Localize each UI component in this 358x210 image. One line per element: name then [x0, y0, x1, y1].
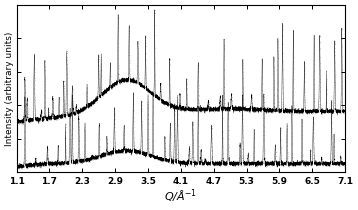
X-axis label: $Q$/Å$^{-1}$: $Q$/Å$^{-1}$ [164, 188, 197, 205]
Y-axis label: Intensity (arbitrary units): Intensity (arbitrary units) [5, 32, 14, 146]
